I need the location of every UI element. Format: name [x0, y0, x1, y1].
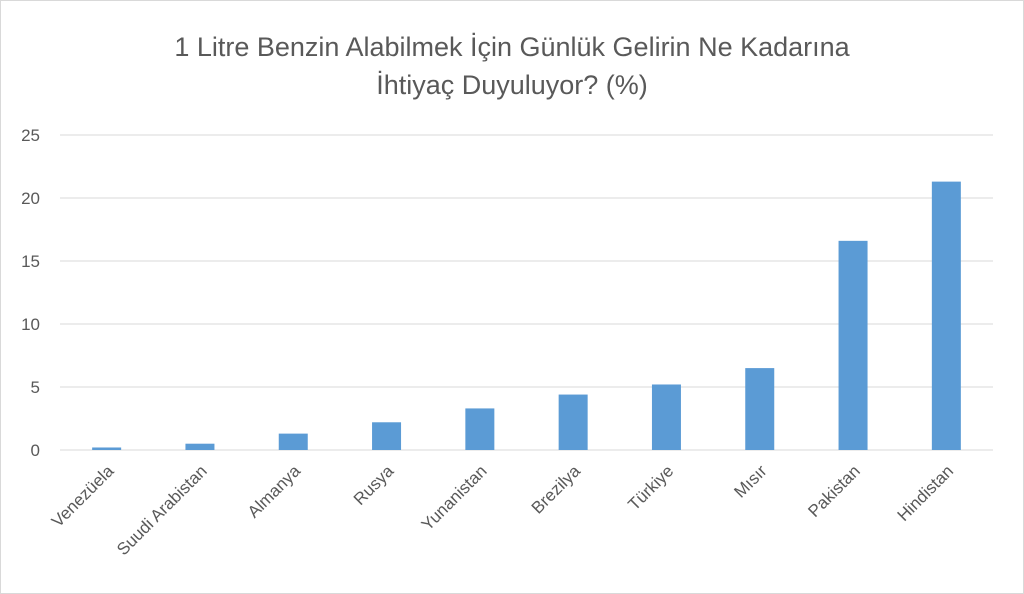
y-tick-label: 0	[31, 441, 40, 460]
bar	[92, 447, 122, 450]
bar	[651, 384, 681, 450]
chart-title: 1 Litre Benzin Alabilmek İçin Günlük Gel…	[174, 32, 850, 100]
x-tick-label: Mısır	[730, 461, 770, 501]
bar	[465, 408, 495, 450]
x-tick-label: Rusya	[350, 461, 398, 509]
bar	[745, 368, 775, 450]
x-tick-label: Brezilya	[528, 461, 585, 518]
y-tick-label: 25	[21, 126, 40, 145]
x-tick-label: Yunanistan	[418, 461, 491, 534]
bar	[838, 240, 868, 450]
x-tick-label: Suudi Arabistan	[113, 461, 211, 559]
bar	[931, 181, 961, 450]
x-tick-label: Türkiye	[624, 461, 677, 514]
y-tick-label: 10	[21, 315, 40, 334]
x-tick-label: Venezüela	[48, 461, 118, 531]
bar	[372, 422, 402, 450]
bar	[185, 443, 215, 450]
y-tick-label: 5	[31, 378, 40, 397]
x-tick-label: Pakistan	[804, 461, 864, 521]
y-tick-label: 20	[21, 189, 40, 208]
bar	[558, 394, 588, 450]
x-tick-label: Almanya	[244, 461, 305, 522]
bar	[278, 433, 308, 450]
y-tick-label: 15	[21, 252, 40, 271]
x-tick-label: Hindistan	[894, 461, 958, 525]
